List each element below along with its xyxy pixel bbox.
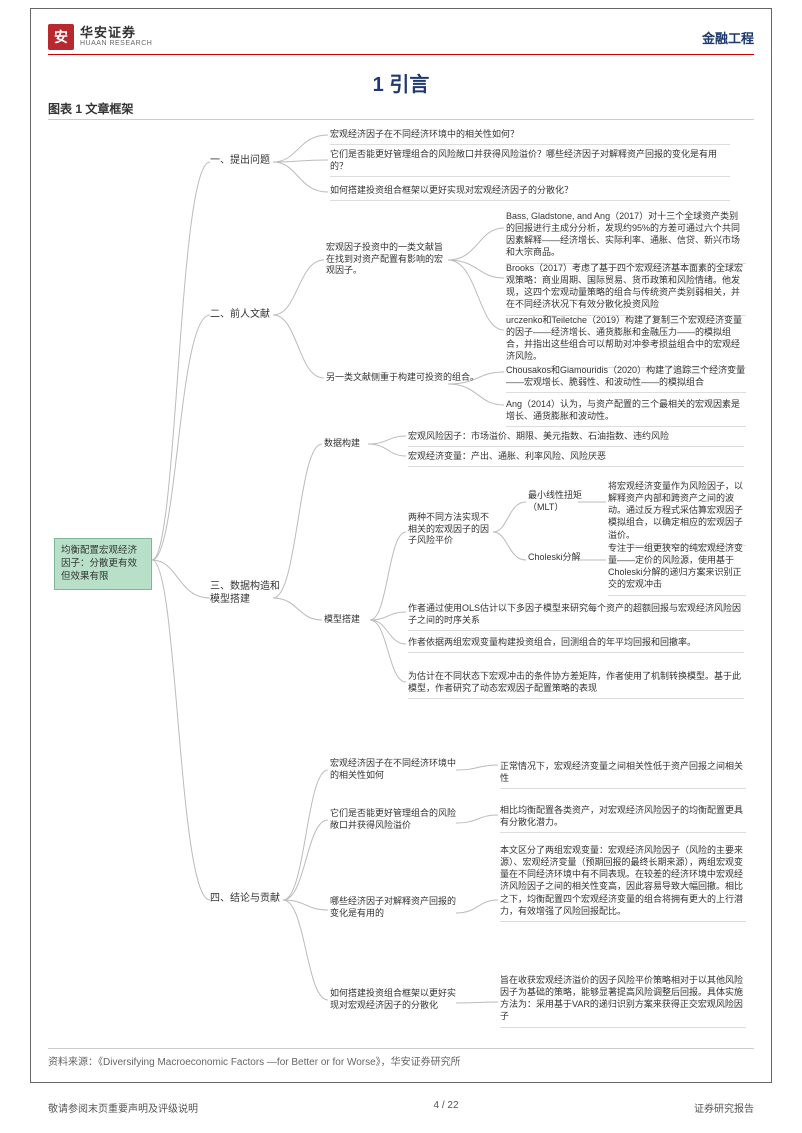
b4-mid-3: 如何搭建投资组合框架以更好实现对宏观经济因子的分散化 xyxy=(330,988,456,1011)
footer-right: 证券研究报告 xyxy=(694,1100,754,1115)
b3-rest-1: 作者依据两组宏观变量构建投资组合，回测组合的年平均回报和回撤率。 xyxy=(408,634,744,653)
b4-mid-2: 哪些经济因子对解释资产回报的变化是有用的 xyxy=(330,896,456,919)
chart-source: 资料来源：《Diversifying Macroeconomic Factors… xyxy=(48,1048,754,1068)
b3-method-1-name: Choleski分解 xyxy=(528,552,586,564)
b4-leaf-1: 相比均衡配置各类资产，对宏观经济风险因子的均衡配置更具有分散化潜力。 xyxy=(500,802,746,833)
logo-en: HUAAN RESEARCH xyxy=(80,40,152,48)
section-title: 1 引言 xyxy=(0,68,802,97)
b4-leaf-3: 旨在收获宏观经济溢价的因子风险平价策略相对于以其他风险因子为基础的策略，能够显著… xyxy=(500,972,746,1028)
logo: 安 华安证券 HUAAN RESEARCH xyxy=(48,24,152,50)
mindmap: 均衡配置宏观经济因子：分散更有效但效果有限 一、提出问题 二、前人文献 三、数据… xyxy=(48,120,754,1040)
b3-data-1: 宏观经济变量：产出、通胀、利率风险、风险厌恶 xyxy=(408,448,744,467)
logo-mark: 安 xyxy=(48,24,74,50)
b2-leaf-3: Chousakos和Giamouridis（2020）构建了追踪三个经济变量——… xyxy=(506,362,746,393)
b1-leaf-1: 它们是否能更好管理组合的风险敞口并获得风险溢价？哪些经济因子对解释资产回报的变化… xyxy=(330,146,730,177)
b2-leaf-2: urczenko和Teiletche（2019）构建了复制三个宏观经济变量的因子… xyxy=(506,312,746,368)
mindmap-root: 均衡配置宏观经济因子：分散更有效但效果有限 xyxy=(54,538,152,590)
b3-method-1-desc: 专注于一组更狭窄的纯宏观经济变量——定价的风险源，使用基于Choleski分解的… xyxy=(608,540,746,596)
branch-1-label: 一、提出问题 xyxy=(210,154,280,167)
branch-4-label: 四、结论与贡献 xyxy=(210,892,280,905)
branch-3-label: 三、数据构造和模型搭建 xyxy=(210,580,280,606)
b4-leaf-2: 本文区分了两组宏观变量：宏观经济风险因子（风险的主要来源）、宏观经济变量（预期回… xyxy=(500,842,746,922)
footer-page: 4 / 22 xyxy=(433,1100,458,1115)
b1-leaf-0: 宏观经济因子在不同经济环境中的相关性如何？ xyxy=(330,126,730,145)
b3-method-0-name: 最小线性扭矩（MLT） xyxy=(528,490,588,513)
b4-leaf-0: 正常情况下，宏观经济变量之间相关性低于资产回报之间相关性 xyxy=(500,758,746,789)
b3-rest-2: 为估计在不同状态下宏观冲击的条件协方差矩阵，作者使用了机制转换模型。基于此模型，… xyxy=(408,668,744,699)
footer: 敬请参阅末页重要声明及评级说明 4 / 22 证券研究报告 xyxy=(48,1100,754,1115)
header: 安 华安证券 HUAAN RESEARCH 金融工程 xyxy=(48,24,754,55)
b2-mid-0: 宏观因子投资中的一类文献旨在找到对资产配置有影响的宏观因子。 xyxy=(326,242,450,277)
b4-mid-1: 它们是否能更好管理组合的风险敞口并获得风险溢价 xyxy=(330,808,456,831)
logo-cn: 华安证券 xyxy=(80,26,152,40)
b1-leaf-2: 如何搭建投资组合框架以更好实现对宏观经济因子的分散化？ xyxy=(330,182,730,201)
branch-2-label: 二、前人文献 xyxy=(210,308,280,321)
b3-model-label: 模型搭建 xyxy=(324,614,370,626)
header-category: 金融工程 xyxy=(702,28,754,47)
b3-method-label: 两种不同方法实现不相关的宏观因子的因子风险平价 xyxy=(408,512,494,547)
b3-data-0: 宏观风险因子：市场溢价、期限、美元指数、石油指数、违约风险 xyxy=(408,428,744,447)
b3-rest-0: 作者通过使用OLS估计以下多因子模型来研究每个资产的超额回报与宏观经济风险因子之… xyxy=(408,600,744,631)
b2-leaf-4: Ang（2014）认为，与资产配置的三个最相关的宏观因素是增长、通货膨胀和波动性… xyxy=(506,396,746,427)
b3-data-label: 数据构建 xyxy=(324,438,370,450)
b2-leaf-0: Bass, Gladstone, and Ang（2017）对十三个全球资产类别… xyxy=(506,208,746,264)
footer-left: 敬请参阅末页重要声明及评级说明 xyxy=(48,1100,198,1115)
b4-mid-0: 宏观经济因子在不同经济环境中的相关性如何 xyxy=(330,758,456,781)
b3-method-0-desc: 将宏观经济变量作为风险因子，以解释资产内部和跨资产之间的波动。通过反方程式采估算… xyxy=(608,478,746,546)
b2-leaf-1: Brooks（2017）考虑了基于四个宏观经济基本面素的全球宏观策略：商业周期、… xyxy=(506,260,746,316)
b2-mid-1: 另一类文献侧重于构建可投资的组合。 xyxy=(326,372,486,384)
chart-title: 图表 1 文章框架 xyxy=(48,100,754,120)
